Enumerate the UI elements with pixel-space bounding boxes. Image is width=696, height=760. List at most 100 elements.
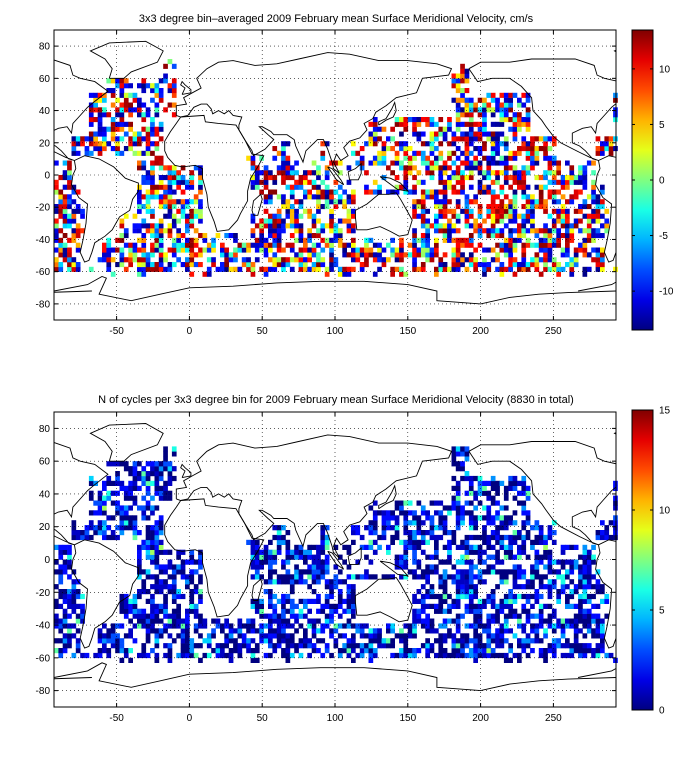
cycles-bin xyxy=(460,579,465,585)
cycles-bin xyxy=(281,618,286,624)
velocity-bin xyxy=(307,189,312,195)
cycles-bin xyxy=(530,525,535,531)
cycles-bin xyxy=(320,569,326,575)
velocity-bin xyxy=(595,266,601,272)
cycles-bin xyxy=(464,500,470,506)
velocity-bin xyxy=(303,266,308,272)
velocity-bin xyxy=(608,141,614,147)
velocity-bin xyxy=(464,121,470,127)
cycles-bin xyxy=(303,638,308,644)
velocity-bin xyxy=(490,204,496,210)
velocity-bin xyxy=(525,126,531,132)
velocity-bin xyxy=(604,141,610,147)
velocity-bin xyxy=(246,262,251,268)
velocity-bin xyxy=(276,218,282,224)
cycles-bin xyxy=(163,608,168,614)
velocity-bin xyxy=(259,189,264,195)
cycles-bin xyxy=(508,593,513,600)
cycles-bin xyxy=(333,603,339,609)
velocity-bin xyxy=(185,223,190,229)
cycles-bin xyxy=(346,608,352,614)
velocity-bin xyxy=(272,242,278,248)
cycles-bin xyxy=(538,652,544,659)
cycles-bin xyxy=(158,603,164,609)
velocity-bin xyxy=(62,208,68,214)
velocity-bin xyxy=(586,266,592,272)
cycles-bin xyxy=(412,608,417,614)
cycles-bin xyxy=(132,466,138,472)
cycles-bin xyxy=(482,603,487,609)
cycles-bin xyxy=(294,544,299,550)
velocity-bin xyxy=(185,184,190,190)
cycles-bin xyxy=(512,480,518,486)
cycles-bin xyxy=(573,638,579,644)
cycles-bin xyxy=(547,569,553,575)
velocity-bin xyxy=(259,179,264,185)
velocity-bin xyxy=(420,233,426,239)
velocity-bin xyxy=(137,271,142,277)
cycles-bin xyxy=(163,456,168,462)
cycles-bin xyxy=(320,652,326,659)
velocity-bin xyxy=(543,141,548,147)
velocity-bin xyxy=(499,208,505,214)
velocity-bin xyxy=(176,242,181,248)
cycles-bin xyxy=(298,579,304,585)
cycles-bin xyxy=(425,554,430,560)
velocity-bin xyxy=(337,242,343,248)
cycles-bin xyxy=(473,623,478,629)
cycles-x-tick-label: 50 xyxy=(257,713,269,724)
velocity-bin xyxy=(158,92,164,98)
velocity-bin xyxy=(307,170,312,176)
velocity-bin xyxy=(377,126,382,132)
velocity-bin xyxy=(490,92,496,98)
velocity-bin xyxy=(455,83,461,89)
velocity-bin xyxy=(154,228,160,234)
cycles-bin xyxy=(538,608,544,614)
cycles-bin xyxy=(337,554,343,560)
cycles-bin xyxy=(486,618,492,624)
velocity-bin xyxy=(189,257,195,263)
cycles-bin xyxy=(600,623,605,629)
cycles-bin xyxy=(294,618,299,624)
cycles-bin xyxy=(530,564,535,570)
cycles-bin xyxy=(241,623,247,629)
cycles-bin xyxy=(158,618,164,624)
velocity-bin xyxy=(482,228,487,234)
velocity-bin xyxy=(316,242,321,248)
cycles-bin xyxy=(543,618,548,624)
cycles-bin xyxy=(477,500,483,506)
velocity-bin xyxy=(141,257,147,263)
cycles-bin xyxy=(342,643,347,649)
cycles-bin xyxy=(416,613,422,619)
cycles-bin xyxy=(154,505,160,511)
velocity-bin xyxy=(163,107,168,113)
cycles-bin xyxy=(565,574,570,580)
velocity-bin xyxy=(298,213,304,219)
velocity-bin xyxy=(403,117,409,123)
velocity-bin xyxy=(154,262,160,268)
cycles-bin xyxy=(565,559,570,565)
cycles-bin xyxy=(324,554,330,560)
cycles-bin xyxy=(128,657,133,663)
velocity-bin xyxy=(490,131,496,137)
velocity-bin xyxy=(211,262,216,268)
cycles-bin xyxy=(394,652,400,659)
velocity-bin xyxy=(508,97,513,103)
cycles-bin xyxy=(530,628,535,634)
cycles-bin xyxy=(171,579,177,585)
velocity-bin xyxy=(517,266,522,272)
velocity-bin xyxy=(180,175,186,181)
cycles-bin xyxy=(171,623,177,629)
velocity-bin xyxy=(145,228,151,234)
cycles-bin xyxy=(468,544,474,550)
velocity-bin xyxy=(595,228,601,234)
velocity-bin xyxy=(591,160,596,166)
cycles-bin xyxy=(311,623,317,629)
cycles-bin xyxy=(468,534,474,541)
cycles-bin xyxy=(534,520,540,526)
cycles-bin xyxy=(534,559,540,565)
cycles-bin xyxy=(416,574,422,580)
cycles-bin xyxy=(521,544,527,550)
velocity-bin xyxy=(538,194,544,200)
cycles-bin xyxy=(490,500,496,506)
